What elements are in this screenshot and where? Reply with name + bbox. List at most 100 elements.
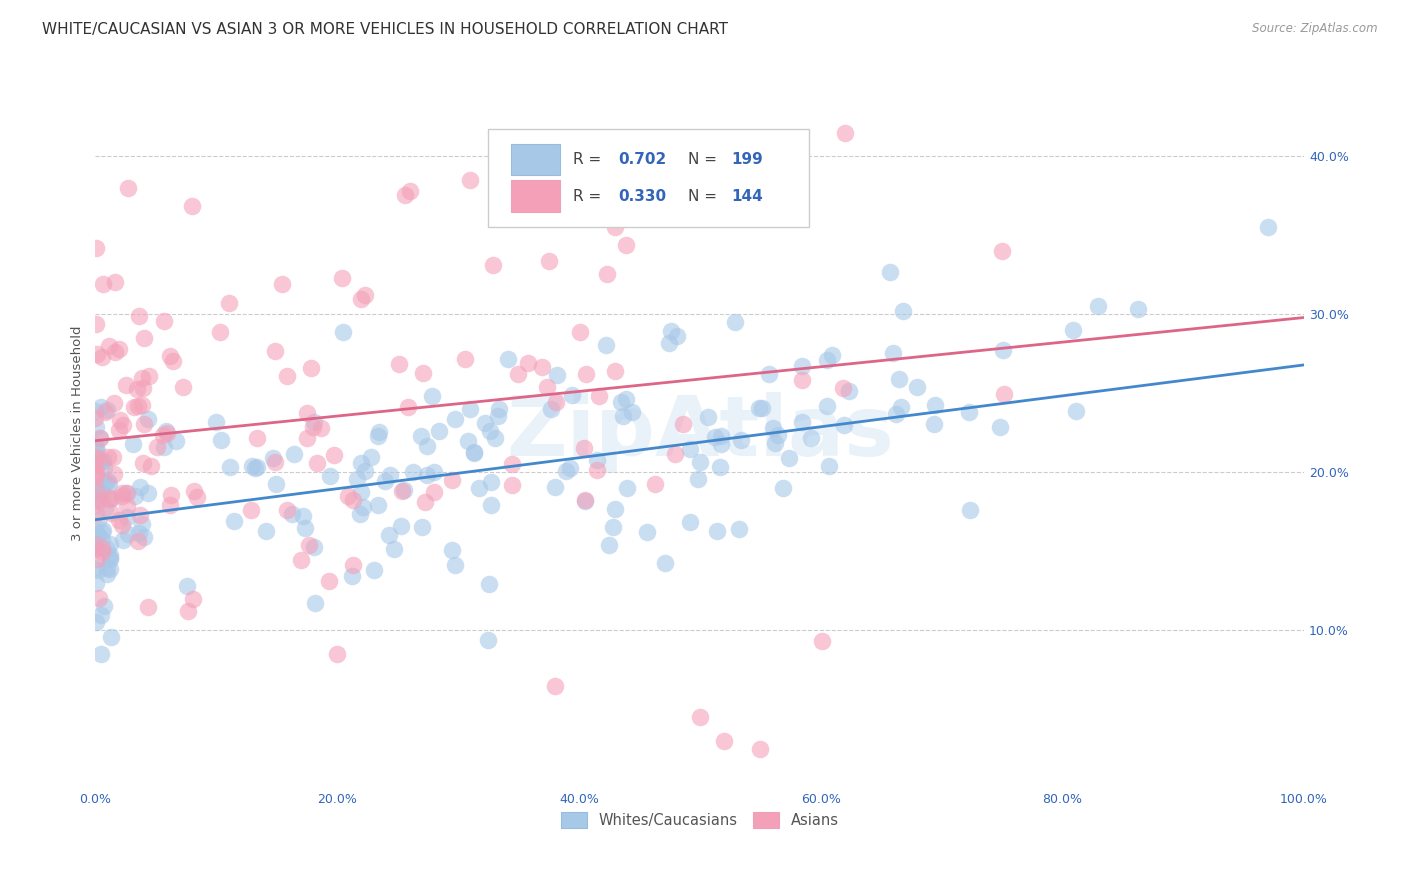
Point	[84, 482, 107, 496]
Point	[264, 477, 287, 491]
Point	[84, 459, 107, 474]
Point	[595, 338, 617, 352]
Point	[156, 425, 179, 440]
Point	[350, 457, 373, 471]
Point	[136, 599, 159, 614]
Point	[394, 187, 416, 202]
Point	[89, 455, 111, 469]
Point	[115, 378, 138, 392]
Point	[496, 351, 519, 366]
Point	[304, 596, 326, 610]
Point	[882, 346, 904, 360]
Point	[262, 450, 284, 465]
Point	[101, 450, 124, 464]
Point	[463, 444, 485, 458]
Point	[342, 558, 364, 572]
Point	[422, 484, 444, 499]
Point	[176, 579, 198, 593]
Point	[302, 415, 325, 429]
Point	[246, 459, 269, 474]
Point	[352, 500, 374, 514]
Point	[501, 457, 523, 471]
Point	[536, 380, 558, 394]
Point	[342, 492, 364, 507]
Point	[415, 495, 437, 509]
Text: 0.330: 0.330	[619, 188, 666, 203]
Point	[610, 395, 633, 409]
Point	[730, 433, 752, 447]
Point	[90, 401, 112, 415]
Point	[350, 293, 373, 307]
Point	[697, 410, 720, 425]
Point	[90, 647, 112, 661]
Point	[183, 483, 205, 498]
Point	[554, 464, 576, 478]
Point	[457, 434, 479, 448]
Point	[97, 339, 120, 353]
Point	[1126, 301, 1149, 316]
Point	[762, 421, 785, 435]
Point	[478, 424, 501, 438]
Point	[574, 441, 596, 455]
Point	[678, 442, 700, 456]
Point	[477, 633, 499, 648]
Point	[1257, 220, 1279, 235]
Point	[107, 342, 129, 356]
Point	[136, 485, 159, 500]
Point	[411, 520, 433, 534]
Point	[354, 288, 377, 302]
Point	[905, 379, 928, 393]
Point	[575, 367, 598, 381]
Point	[323, 448, 346, 462]
Point	[474, 417, 496, 431]
Point	[703, 429, 725, 443]
Point	[84, 541, 107, 556]
Point	[98, 476, 121, 491]
Point	[186, 490, 208, 504]
Point	[127, 534, 149, 549]
Point	[479, 498, 502, 512]
Point	[478, 576, 501, 591]
Point	[155, 424, 177, 438]
Point	[637, 525, 659, 540]
Point	[818, 458, 841, 473]
Point	[89, 490, 111, 504]
Point	[380, 467, 402, 482]
Point	[689, 710, 711, 724]
Point	[363, 563, 385, 577]
Point	[991, 244, 1014, 259]
Point	[218, 296, 240, 310]
Point	[360, 450, 382, 465]
Point	[98, 551, 121, 566]
Point	[326, 647, 349, 661]
Point	[1087, 299, 1109, 313]
Point	[160, 487, 183, 501]
Point	[93, 461, 115, 475]
Point	[263, 344, 285, 359]
Point	[122, 436, 145, 450]
Point	[486, 409, 509, 423]
Point	[392, 483, 415, 497]
Point	[152, 440, 174, 454]
Point	[84, 507, 107, 521]
Point	[276, 503, 298, 517]
Text: Source: ZipAtlas.com: Source: ZipAtlas.com	[1253, 22, 1378, 36]
Point	[291, 508, 314, 523]
Point	[84, 561, 107, 575]
Point	[204, 415, 226, 429]
Point	[104, 275, 127, 289]
Point	[84, 318, 107, 332]
Point	[993, 386, 1015, 401]
Point	[256, 524, 278, 538]
Point	[834, 126, 856, 140]
Point	[281, 507, 304, 521]
Point	[817, 399, 839, 413]
Point	[132, 456, 155, 470]
Point	[208, 326, 231, 340]
Point	[378, 528, 401, 542]
Point	[87, 591, 110, 606]
Point	[1062, 323, 1084, 337]
Point	[122, 401, 145, 415]
Point	[165, 434, 187, 448]
Point	[659, 324, 682, 338]
